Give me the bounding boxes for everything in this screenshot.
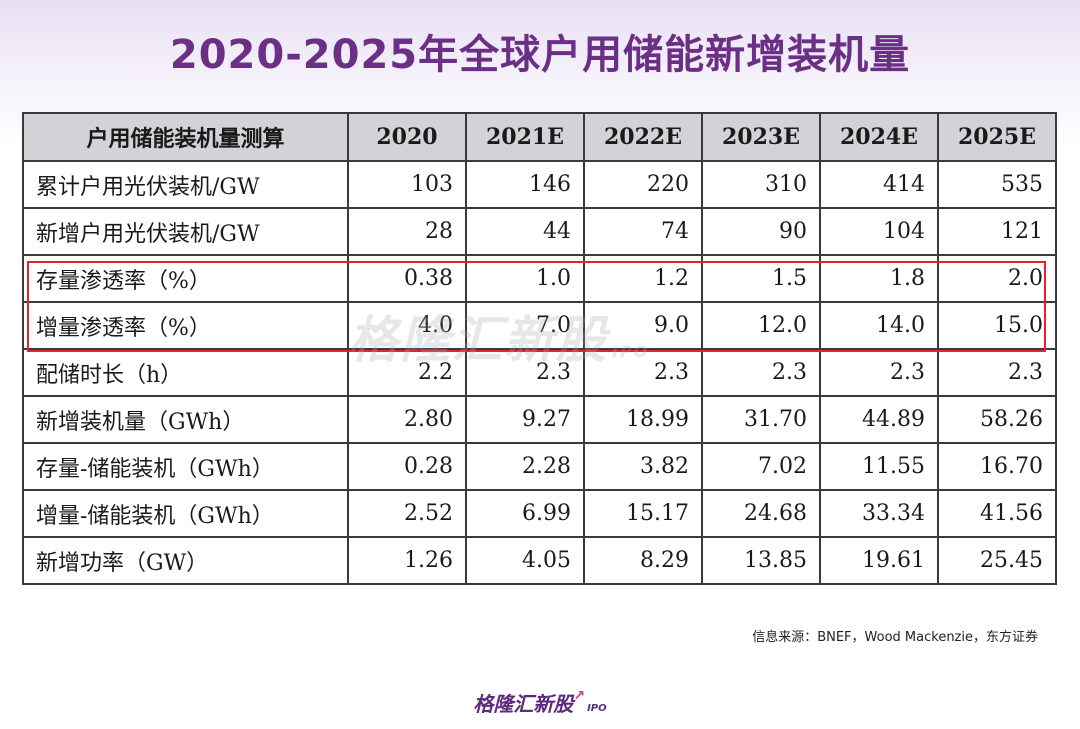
table-row: 配储时长（h） 2.2 2.3 2.3 2.3 2.3 2.3 — [22, 348, 1057, 397]
arrow-icon: ↗ — [573, 688, 586, 704]
table-cell: 18.99 — [583, 395, 703, 444]
table-cell: 2.52 — [347, 489, 467, 538]
table-cell: 414 — [819, 160, 939, 209]
table-cell: 9.27 — [465, 395, 585, 444]
table-row: 累计户用光伏装机/GW 103 146 220 310 414 535 — [22, 160, 1057, 209]
table-cell: 1.26 — [347, 536, 467, 585]
installation-estimate-table: 户用储能装机量测算 2020 2021E 2022E 2023E 2024E 2… — [22, 112, 1057, 585]
row-label: 增量渗透率（%） — [22, 301, 349, 350]
table-cell: 44.89 — [819, 395, 939, 444]
table-cell: 31.70 — [701, 395, 821, 444]
table-cell: 4.05 — [465, 536, 585, 585]
table-cell: 15.0 — [937, 301, 1057, 350]
table-cell: 1.8 — [819, 254, 939, 303]
table-cell: 33.34 — [819, 489, 939, 538]
table-row: 存量-储能装机（GWh） 0.28 2.28 3.82 7.02 11.55 16.70 — [22, 442, 1057, 491]
table-cell: 1.0 — [465, 254, 585, 303]
table-cell: 2.80 — [347, 395, 467, 444]
table-cell: 74 — [583, 207, 703, 256]
row-label: 新增装机量（GWh） — [22, 395, 349, 444]
header-cell: 2021E — [465, 112, 585, 162]
header-cell: 2020 — [347, 112, 467, 162]
table-cell: 103 — [347, 160, 467, 209]
table-row: 增量-储能装机（GWh） 2.52 6.99 15.17 24.68 33.34 41.56 — [22, 489, 1057, 538]
header-cell: 2024E — [819, 112, 939, 162]
source-note: 信息来源：BNEF，Wood Mackenzie，东方证券 — [752, 630, 1038, 645]
table-cell: 2.0 — [937, 254, 1057, 303]
header-cell: 2025E — [937, 112, 1057, 162]
table-cell: 7.02 — [701, 442, 821, 491]
footer-logo: 格隆汇新股↗IPO — [0, 688, 1080, 717]
table-cell: 9.0 — [583, 301, 703, 350]
table-row: 新增功率（GW） 1.26 4.05 8.29 13.85 19.61 25.45 — [22, 536, 1057, 585]
table-cell: 8.29 — [583, 536, 703, 585]
table-cell: 44 — [465, 207, 585, 256]
table-cell: 11.55 — [819, 442, 939, 491]
row-label: 累计户用光伏装机/GW — [22, 160, 349, 209]
table-cell: 16.70 — [937, 442, 1057, 491]
table-cell: 14.0 — [819, 301, 939, 350]
page-title: 2020-2025年全球户用储能新增装机量 — [169, 32, 911, 78]
row-label: 新增功率（GW） — [22, 536, 349, 585]
table-cell: 1.5 — [701, 254, 821, 303]
table-cell: 15.17 — [583, 489, 703, 538]
table-cell: 13.85 — [701, 536, 821, 585]
header-cell: 2022E — [583, 112, 703, 162]
row-label: 增量-储能装机（GWh） — [22, 489, 349, 538]
table-row: 增量渗透率（%） 4.0 7.0 9.0 12.0 14.0 15.0 — [22, 301, 1057, 350]
row-label: 新增户用光伏装机/GW — [22, 207, 349, 256]
table-cell: 12.0 — [701, 301, 821, 350]
table-header-row: 户用储能装机量测算 2020 2021E 2022E 2023E 2024E 2… — [22, 112, 1057, 162]
table-cell: 2.3 — [583, 348, 703, 397]
table-cell: 2.2 — [347, 348, 467, 397]
table-cell: 2.3 — [701, 348, 821, 397]
table-cell: 2.3 — [937, 348, 1057, 397]
table-cell: 24.68 — [701, 489, 821, 538]
table-cell: 2.3 — [819, 348, 939, 397]
table-cell: 41.56 — [937, 489, 1057, 538]
header-cell: 户用储能装机量测算 — [22, 112, 349, 162]
table-cell: 2.3 — [465, 348, 585, 397]
table-row: 新增户用光伏装机/GW 28 44 74 90 104 121 — [22, 207, 1057, 256]
table-cell: 146 — [465, 160, 585, 209]
table-cell: 3.82 — [583, 442, 703, 491]
table-row: 新增装机量（GWh） 2.80 9.27 18.99 31.70 44.89 58.26 — [22, 395, 1057, 444]
table-cell: 220 — [583, 160, 703, 209]
row-label: 配储时长（h） — [22, 348, 349, 397]
table-cell: 58.26 — [937, 395, 1057, 444]
footer-logo-text: 格隆汇新股 — [473, 692, 574, 716]
table-cell: 535 — [937, 160, 1057, 209]
table-cell: 4.0 — [347, 301, 467, 350]
table-cell: 7.0 — [465, 301, 585, 350]
row-label: 存量-储能装机（GWh） — [22, 442, 349, 491]
table-cell: 6.99 — [465, 489, 585, 538]
header-cell: 2023E — [701, 112, 821, 162]
table-cell: 25.45 — [937, 536, 1057, 585]
table-cell: 90 — [701, 207, 821, 256]
table-cell: 121 — [937, 207, 1057, 256]
table-cell: 0.38 — [347, 254, 467, 303]
row-label: 存量渗透率（%） — [22, 254, 349, 303]
table-cell: 310 — [701, 160, 821, 209]
table-row: 存量渗透率（%） 0.38 1.0 1.2 1.5 1.8 2.0 — [22, 254, 1057, 303]
table-cell: 28 — [347, 207, 467, 256]
table-cell: 1.2 — [583, 254, 703, 303]
table-cell: 2.28 — [465, 442, 585, 491]
table-cell: 0.28 — [347, 442, 467, 491]
footer-logo-suffix: IPO — [587, 703, 607, 714]
table-cell: 19.61 — [819, 536, 939, 585]
table-cell: 104 — [819, 207, 939, 256]
